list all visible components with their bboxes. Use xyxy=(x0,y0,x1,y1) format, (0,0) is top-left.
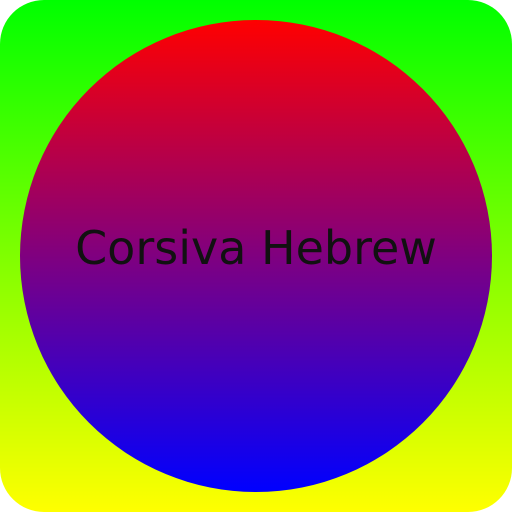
font-name-label: Corsiva Hebrew xyxy=(75,221,437,275)
gradient-circle xyxy=(20,20,492,492)
